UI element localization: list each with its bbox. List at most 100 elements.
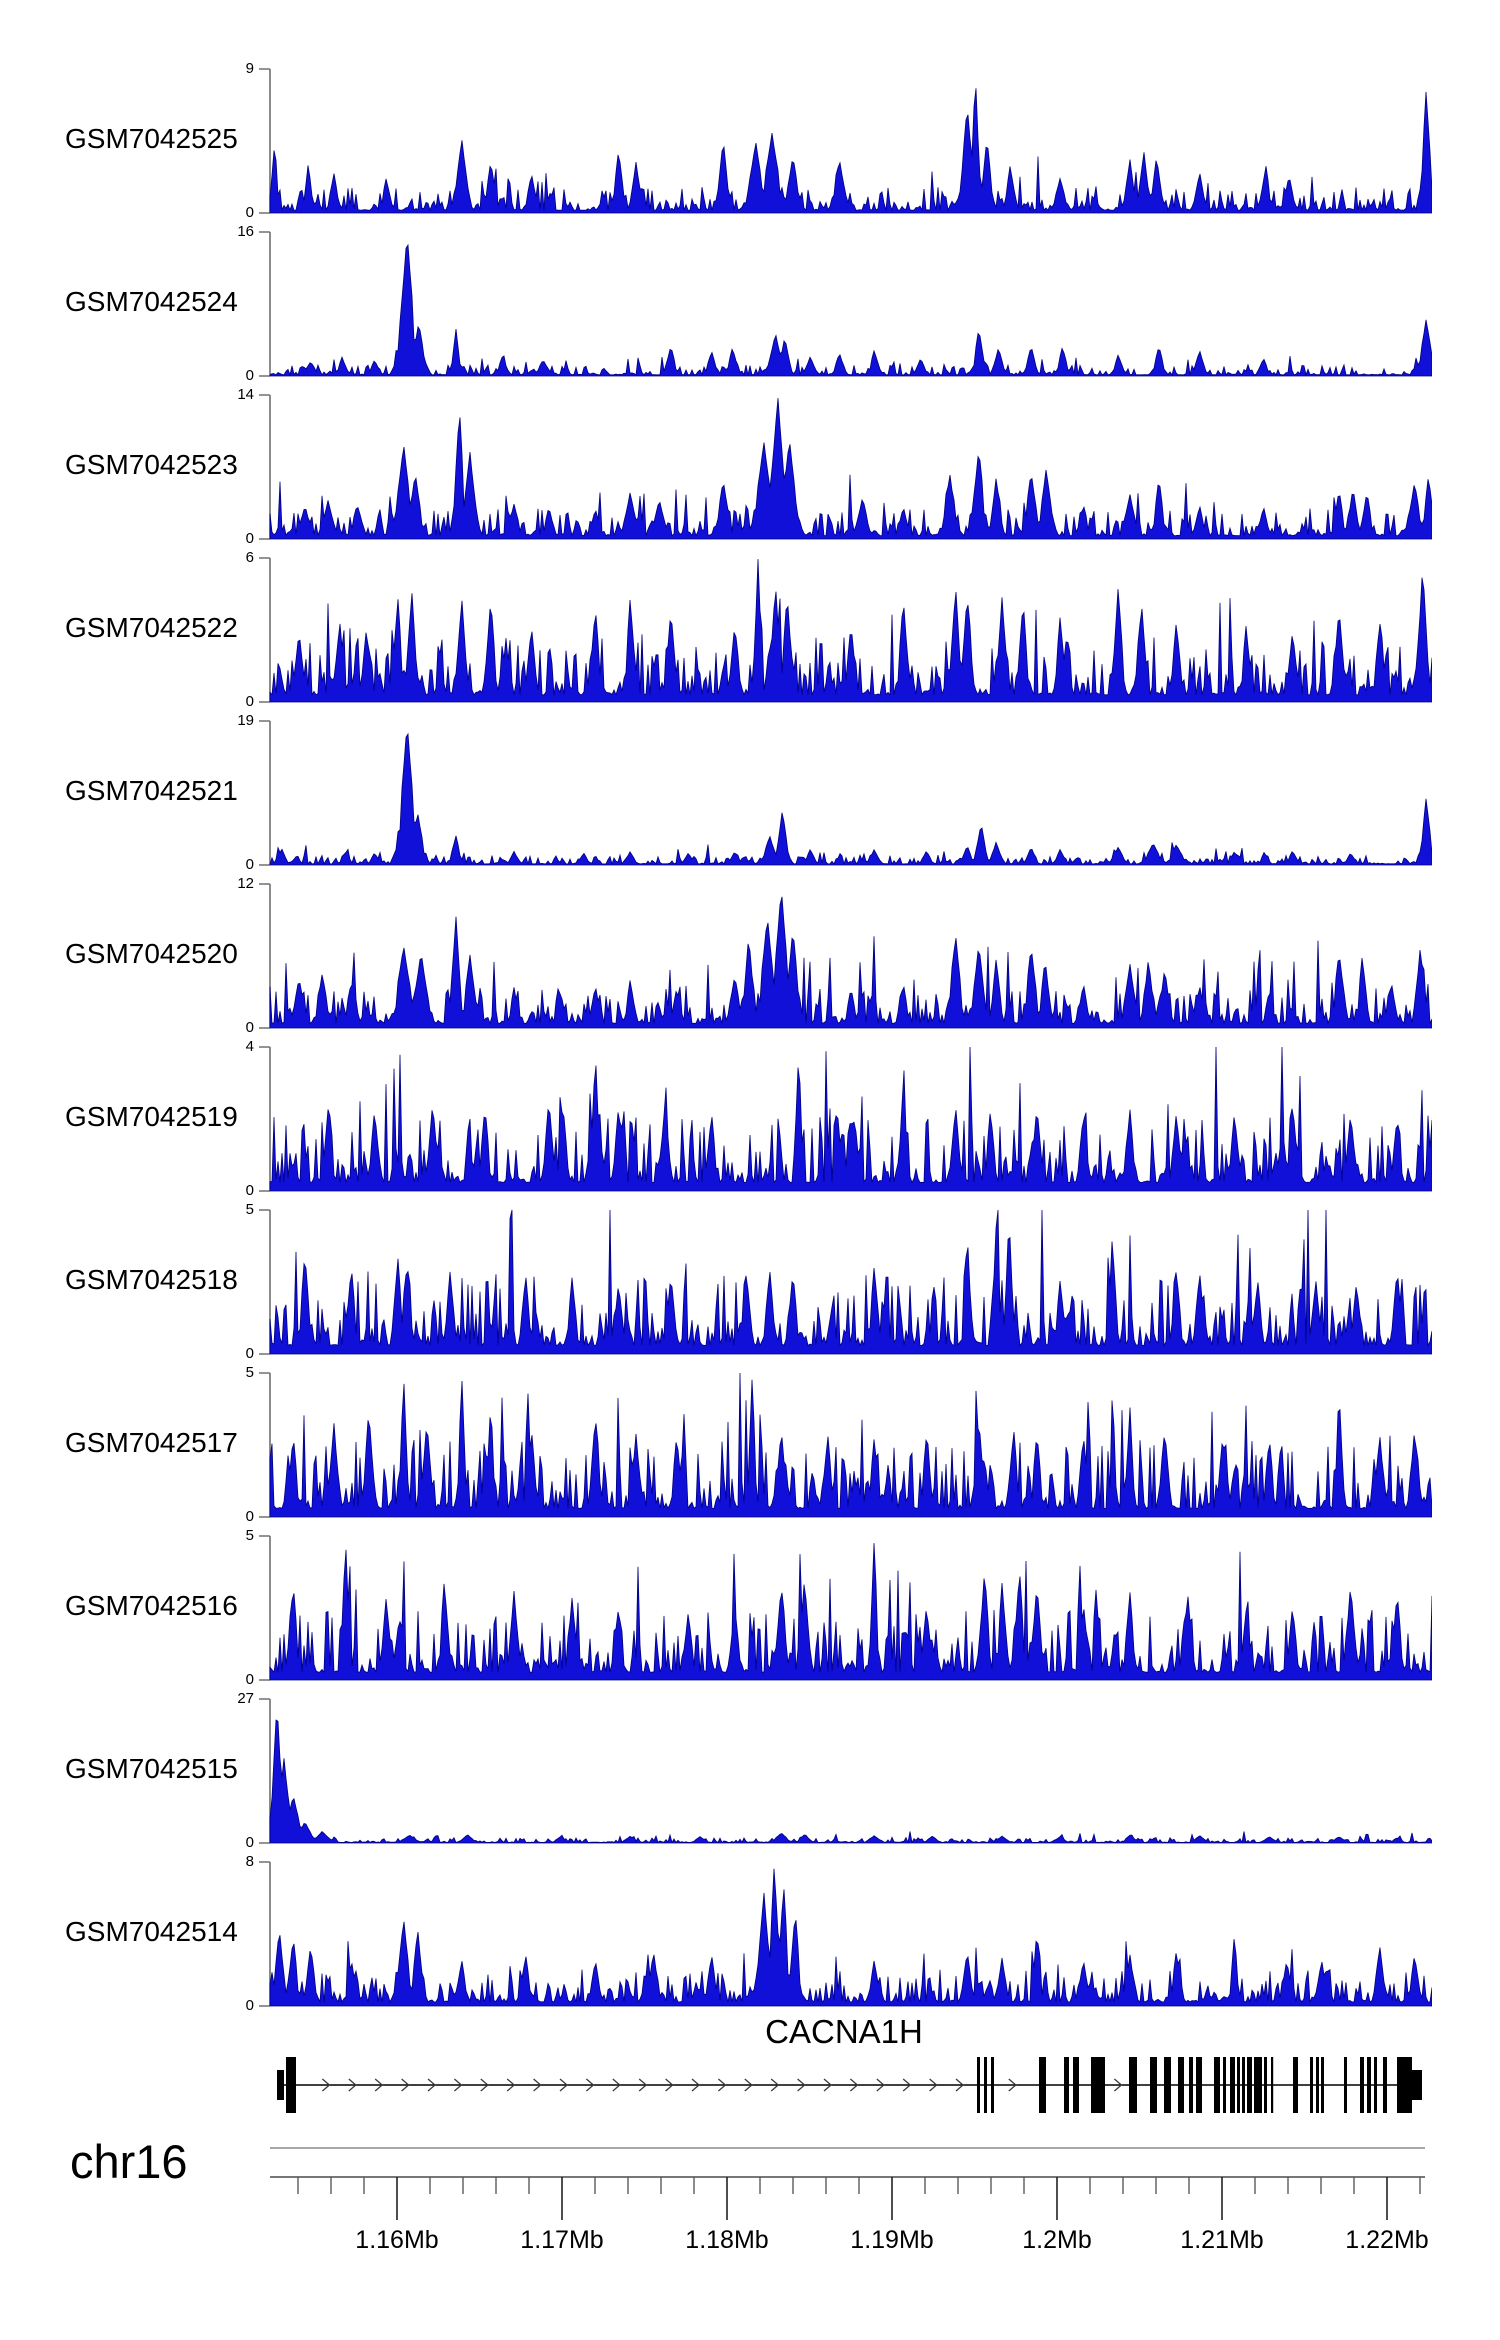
cds-exon bbox=[991, 2057, 994, 2113]
y-axis-max-label: 6 bbox=[245, 549, 254, 566]
y-axis bbox=[259, 720, 271, 866]
tick-label: 1.17Mb bbox=[520, 2226, 603, 2254]
strand-arrow-icon bbox=[612, 2078, 621, 2092]
y-axis-max-label: 19 bbox=[237, 712, 254, 729]
strand-arrow-icon bbox=[348, 2078, 357, 2092]
strand-arrow-icon bbox=[559, 2078, 568, 2092]
tick-label: 1.2Mb bbox=[1022, 2226, 1091, 2254]
tick-label: 1.19Mb bbox=[850, 2226, 933, 2254]
cds-exon bbox=[1344, 2057, 1347, 2113]
cds-exon bbox=[1129, 2057, 1137, 2113]
strand-arrow-icon bbox=[585, 2078, 595, 2092]
y-axis bbox=[259, 1535, 271, 1681]
cds-exon bbox=[1150, 2057, 1157, 2113]
signal-track-svg bbox=[259, 557, 1432, 703]
gene-label: CACNA1H bbox=[765, 2013, 923, 2050]
strand-arrow-icon bbox=[401, 2078, 410, 2092]
signal-track-svg bbox=[259, 1209, 1432, 1355]
cds-exon bbox=[1293, 2057, 1298, 2113]
y-axis-max-label: 5 bbox=[245, 1201, 254, 1218]
signal-area bbox=[269, 896, 1432, 1029]
strand-arrow-icon bbox=[480, 2078, 489, 2092]
cds-exon bbox=[1367, 2057, 1371, 2113]
strand-arrow-icon bbox=[929, 2078, 938, 2092]
y-axis bbox=[259, 1698, 271, 1844]
y-axis-max-label: 16 bbox=[237, 223, 254, 240]
cds-exon bbox=[984, 2057, 987, 2113]
y-axis bbox=[259, 1209, 271, 1355]
cds-exon bbox=[1316, 2057, 1319, 2113]
signal-track-svg bbox=[259, 1861, 1432, 2007]
cds-exon bbox=[1310, 2057, 1313, 2113]
strand-arrow-icon bbox=[691, 2078, 700, 2092]
y-axis-max-label: 12 bbox=[237, 875, 254, 892]
track-label: GSM7042515 bbox=[65, 1753, 238, 1784]
signal-area bbox=[269, 1046, 1432, 1192]
cds-exon bbox=[1242, 2057, 1245, 2113]
cds-exon bbox=[977, 2057, 980, 2113]
y-axis bbox=[259, 1861, 271, 2007]
y-axis bbox=[259, 557, 271, 703]
signal-track-svg bbox=[259, 394, 1432, 540]
cds-exon bbox=[1178, 2057, 1184, 2113]
signal-area bbox=[269, 1372, 1432, 1518]
strand-arrow-icon bbox=[533, 2078, 542, 2092]
track-label: GSM7042517 bbox=[65, 1427, 238, 1458]
cds-exon bbox=[1073, 2057, 1079, 2113]
track-label: GSM7042514 bbox=[65, 1916, 238, 1947]
cds-exon bbox=[1091, 2057, 1105, 2113]
signal-area bbox=[269, 1719, 1432, 1844]
y-axis-max-label: 8 bbox=[245, 1853, 254, 1870]
utr-exon bbox=[1410, 2070, 1422, 2100]
strand-arrow-icon bbox=[665, 2078, 674, 2092]
cds-exon bbox=[1196, 2057, 1202, 2113]
cds-exon bbox=[1064, 2057, 1069, 2113]
cds-exon bbox=[1039, 2057, 1046, 2113]
cds-exon bbox=[1264, 2057, 1267, 2113]
signal-area bbox=[269, 559, 1432, 703]
y-axis-max-label: 14 bbox=[237, 386, 254, 403]
track-label: GSM7042525 bbox=[65, 123, 238, 154]
cds-exon bbox=[1189, 2057, 1193, 2113]
y-axis-zero-label: 0 bbox=[245, 1997, 254, 2014]
strand-arrow-icon bbox=[321, 2078, 331, 2092]
track-label: GSM7042518 bbox=[65, 1264, 238, 1295]
cds-exon bbox=[1374, 2057, 1377, 2113]
y-axis-zero-label: 0 bbox=[245, 1345, 254, 1362]
signal-area bbox=[269, 398, 1432, 540]
y-axis bbox=[259, 231, 271, 377]
signal-track-svg bbox=[259, 68, 1432, 214]
strand-arrow-icon bbox=[1113, 2078, 1123, 2092]
y-axis-zero-label: 0 bbox=[245, 204, 254, 221]
y-axis-zero-label: 0 bbox=[245, 1019, 254, 1036]
y-axis-zero-label: 0 bbox=[245, 1182, 254, 1199]
cds-exon bbox=[286, 2057, 296, 2113]
signal-area bbox=[269, 243, 1432, 377]
signal-track-svg bbox=[259, 1698, 1432, 1844]
y-axis-zero-label: 0 bbox=[245, 367, 254, 384]
strand-arrow-icon bbox=[638, 2078, 648, 2092]
strand-arrow-icon bbox=[506, 2078, 516, 2092]
tick-label: 1.18Mb bbox=[685, 2226, 768, 2254]
strand-arrow-icon bbox=[902, 2078, 912, 2092]
y-axis bbox=[259, 394, 271, 540]
y-axis bbox=[259, 68, 271, 214]
signal-area bbox=[269, 732, 1432, 866]
tick-label: 1.22Mb bbox=[1345, 2226, 1428, 2254]
track-label: GSM7042516 bbox=[65, 1590, 238, 1621]
signal-track-svg bbox=[259, 720, 1432, 866]
track-label: GSM7042521 bbox=[65, 775, 238, 806]
signal-track-svg bbox=[259, 1046, 1432, 1192]
y-axis-zero-label: 0 bbox=[245, 856, 254, 873]
y-axis bbox=[259, 883, 271, 1029]
y-axis-max-label: 5 bbox=[245, 1364, 254, 1381]
track-label: GSM7042522 bbox=[65, 612, 238, 643]
strand-arrow-icon bbox=[770, 2078, 780, 2092]
cds-exon bbox=[1214, 2057, 1220, 2113]
y-axis-max-label: 4 bbox=[245, 1038, 254, 1055]
track-label: GSM7042519 bbox=[65, 1101, 238, 1132]
signal-track-svg bbox=[259, 231, 1432, 377]
y-axis-zero-label: 0 bbox=[245, 1834, 254, 1851]
track-label: GSM7042523 bbox=[65, 449, 238, 480]
strand-arrow-icon bbox=[849, 2078, 859, 2092]
